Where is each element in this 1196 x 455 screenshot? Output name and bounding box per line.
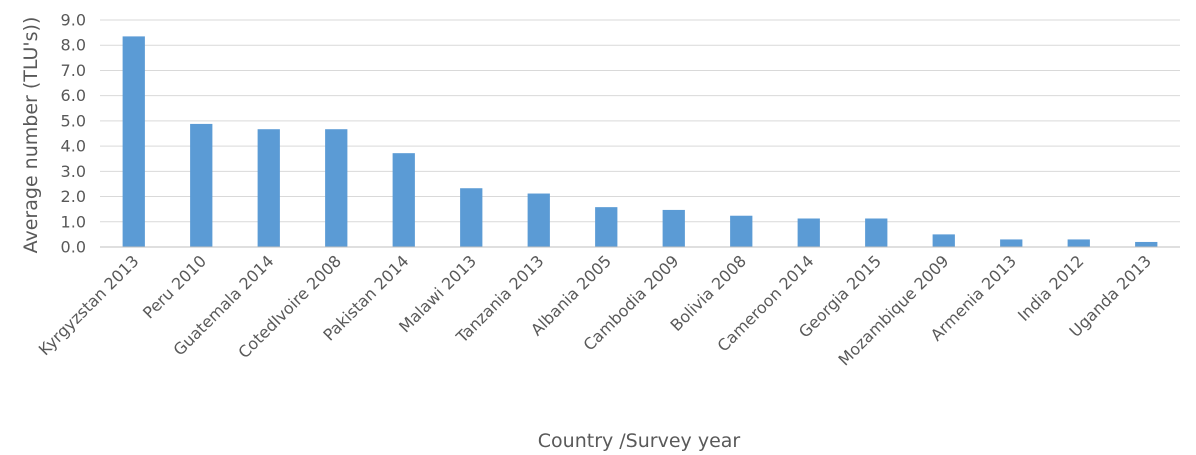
y-tick-label: 4.0	[61, 137, 86, 156]
y-tick-label: 1.0	[61, 212, 86, 231]
y-tick-labels: 0.0 1.0 2.0 3.0 4.0 5.0 6.0 7.0 8.0 9.0	[61, 11, 86, 257]
bar	[190, 123, 213, 247]
y-axis-title: Average number (TLU's))	[20, 17, 42, 254]
bar	[257, 129, 280, 247]
gridlines	[100, 19, 1180, 223]
x-category-label: Kyrgyzstan 2013	[35, 251, 143, 359]
y-tick-label: 0.0	[61, 238, 86, 257]
bar	[1000, 239, 1023, 247]
x-category-label: India 2012	[1014, 251, 1088, 325]
bar	[662, 209, 685, 247]
x-axis-title: Country /Survey year	[538, 430, 741, 452]
x-category-label: Mozambique 2009	[835, 251, 953, 369]
bar	[122, 36, 145, 248]
bar	[865, 218, 888, 247]
bar	[1067, 239, 1090, 247]
bar	[595, 207, 618, 247]
y-tick-label: 6.0	[61, 86, 86, 105]
bar	[325, 129, 348, 247]
bar	[797, 218, 820, 247]
y-tick-label: 2.0	[61, 187, 86, 206]
bar	[527, 193, 550, 247]
y-tick-label: 3.0	[61, 162, 86, 181]
bar	[932, 234, 955, 247]
y-tick-label: 8.0	[61, 36, 86, 55]
bar	[1135, 241, 1158, 247]
y-tick-label: 5.0	[61, 111, 86, 130]
bar	[730, 215, 753, 247]
bar	[392, 153, 415, 247]
bar	[460, 188, 483, 247]
x-category-label: Peru 2010	[139, 251, 210, 322]
bars	[122, 36, 1158, 248]
y-tick-label: 9.0	[61, 11, 86, 30]
y-tick-label: 7.0	[61, 61, 86, 80]
